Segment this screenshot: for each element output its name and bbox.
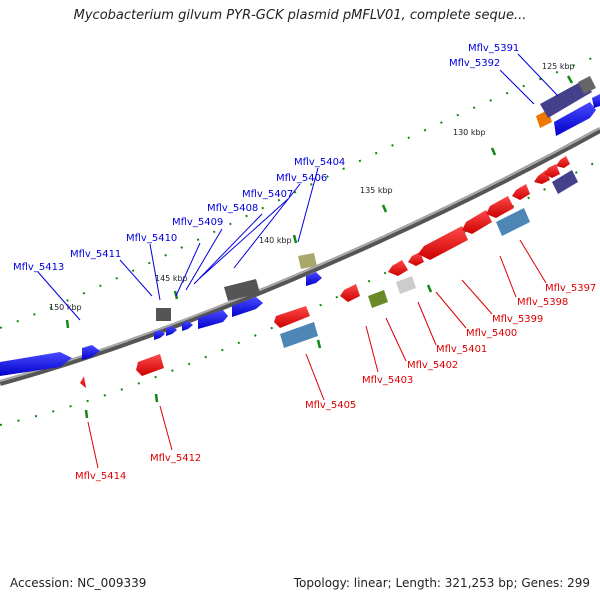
gene-arrow-5397[interactable] xyxy=(486,196,514,218)
forward-strand-features xyxy=(0,76,600,376)
reverse-strand-features xyxy=(80,156,578,388)
scale-label-130: 130 kbp xyxy=(453,128,486,137)
gene-arrow-5401[interactable] xyxy=(388,260,408,276)
gene-label-5398[interactable]: Mflv_5398 xyxy=(517,297,568,308)
scale-label-150: 150 kbp xyxy=(49,303,82,312)
scale-label-135: 135 kbp xyxy=(360,186,393,195)
gene-label-5391[interactable]: Mflv_5391 xyxy=(468,43,519,54)
gene-arrow-5404[interactable] xyxy=(306,272,322,286)
gene-label-5403[interactable]: Mflv_5403 xyxy=(362,375,413,386)
gene-label-5401[interactable]: Mflv_5401 xyxy=(436,344,487,355)
gene-arrow-5411[interactable] xyxy=(82,345,100,360)
gene-arrow-5414[interactable] xyxy=(80,376,86,388)
gene-arrow-5413[interactable] xyxy=(0,352,72,376)
gene-box-5391-b[interactable] xyxy=(578,76,596,94)
inner-scale-ticks xyxy=(0,159,600,426)
gene-label-5392[interactable]: Mflv_5392 xyxy=(449,58,500,69)
gene-label-5404[interactable]: Mflv_5404 xyxy=(294,157,345,168)
gene-arrow-5408-a[interactable] xyxy=(182,321,193,331)
gene-label-5407[interactable]: Mflv_5407 xyxy=(242,189,293,200)
gene-box-5410[interactable] xyxy=(156,308,171,321)
gene-arrow-5398[interactable] xyxy=(462,210,492,234)
gene-arrow-5410[interactable] xyxy=(154,330,165,340)
gene-label-5409[interactable]: Mflv_5409 xyxy=(172,217,223,228)
gene-label-5411[interactable]: Mflv_5411 xyxy=(70,249,121,260)
gene-box-5402[interactable] xyxy=(396,276,416,294)
scale-label-145: 145 kbp xyxy=(155,274,188,283)
forward-leader-lines xyxy=(37,53,559,321)
reverse-gene-labels: Mflv_5397 Mflv_5398 Mflv_5399 Mflv_5400 … xyxy=(75,283,596,482)
gene-arrow-5395[interactable] xyxy=(544,164,560,178)
gene-arrow-5392[interactable] xyxy=(554,102,596,136)
gene-arrow-5403[interactable] xyxy=(340,284,360,302)
gene-label-5410[interactable]: Mflv_5410 xyxy=(126,233,177,244)
forward-gene-labels: Mflv_5391 Mflv_5392 Mflv_5404 Mflv_5406 … xyxy=(13,43,519,273)
gene-box-5396[interactable] xyxy=(552,170,578,194)
gene-arrow-5412[interactable] xyxy=(136,354,164,376)
gene-label-5400[interactable]: Mflv_5400 xyxy=(466,328,517,339)
gene-arrow-5391-b[interactable] xyxy=(592,94,600,108)
backbone xyxy=(0,127,600,386)
gene-arrow-5408[interactable] xyxy=(198,310,228,329)
gene-arrow-5409[interactable] xyxy=(166,326,177,336)
gene-label-5408[interactable]: Mflv_5408 xyxy=(207,203,258,214)
gene-label-5412[interactable]: Mflv_5412 xyxy=(150,453,201,464)
gene-box-5398[interactable] xyxy=(496,208,530,236)
genome-summary: Topology: linear; Length: 321,253 bp; Ge… xyxy=(293,576,590,590)
gene-label-5406[interactable]: Mflv_5406 xyxy=(276,173,327,184)
gene-label-5405[interactable]: Mflv_5405 xyxy=(305,400,356,411)
gene-label-5413[interactable]: Mflv_5413 xyxy=(13,262,64,273)
gene-box-5404[interactable] xyxy=(298,253,317,269)
scale-label-125: 125 kbp xyxy=(542,62,575,71)
gene-label-5414[interactable]: Mflv_5414 xyxy=(75,471,126,482)
scale-label-140: 140 kbp xyxy=(259,236,292,245)
outer-scale-ticks xyxy=(0,54,600,329)
gene-arrow-5400[interactable] xyxy=(408,252,424,266)
gene-box-5406[interactable] xyxy=(224,279,260,301)
gene-label-5399[interactable]: Mflv_5399 xyxy=(492,314,543,325)
gene-box-5403[interactable] xyxy=(368,290,388,308)
gene-box-5405[interactable] xyxy=(280,322,318,348)
gene-arrow-5399[interactable] xyxy=(418,226,468,260)
reverse-leader-lines xyxy=(87,239,547,469)
gene-arrow-5405[interactable] xyxy=(274,306,310,328)
gene-label-5402[interactable]: Mflv_5402 xyxy=(407,360,458,371)
major-ticks xyxy=(65,75,574,419)
scale-labels: 125 kbp 130 kbp 135 kbp 140 kbp 145 kbp … xyxy=(49,62,575,312)
gene-arrow-5407[interactable] xyxy=(232,297,263,317)
page-title: Mycobacterium gilvum PYR-GCK plasmid pMF… xyxy=(73,8,527,23)
gene-box-5391[interactable] xyxy=(540,80,592,118)
gene-arrow-5397-b[interactable] xyxy=(512,184,530,200)
accession-label: Accession: NC_009339 xyxy=(10,576,147,590)
gene-arrow-5394[interactable] xyxy=(556,156,570,168)
gene-label-5397[interactable]: Mflv_5397 xyxy=(545,283,596,294)
